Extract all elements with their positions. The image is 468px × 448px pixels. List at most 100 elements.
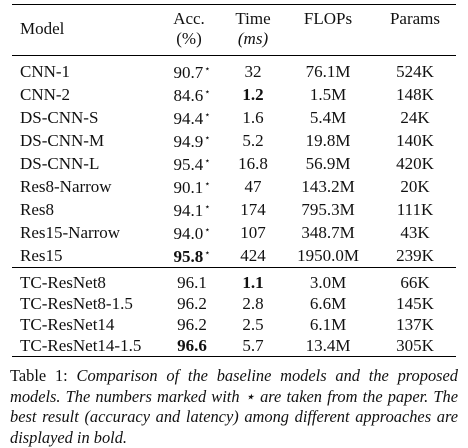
paper-source-star-icon: ⋆ [204, 64, 211, 75]
time-cell: 107 [224, 221, 282, 244]
proposed-models-group: TC-ResNet8 96.1 1.1 3.0M 66K TC-ResNet8-1.5 96… [12, 268, 456, 357]
time-cell-value: 2.8 [242, 293, 264, 313]
paper-source-star-icon: ⋆ [204, 179, 211, 190]
time-cell-value: 5.7 [242, 335, 264, 355]
flops-cell: 348.7M [282, 221, 374, 244]
model-cell: TC-ResNet8-1.5 [12, 293, 154, 314]
flops-cell-value: 143.2M [301, 176, 355, 196]
model-cell-value: TC-ResNet8 [20, 272, 106, 292]
table-row: TC-ResNet14-1.5 96.6 5.7 13.4M 305K [12, 335, 456, 357]
flops-cell-value: 13.4M [305, 335, 351, 355]
accuracy-cell-value: 84.6 [173, 86, 204, 105]
params-cell: 145K [374, 293, 456, 314]
time-cell: 47 [224, 175, 282, 198]
accuracy-cell-value: 96.6 [177, 335, 207, 355]
accuracy-cell-value: 95.4 [173, 155, 204, 174]
paper-source-star-icon: ⋆ [204, 87, 211, 98]
time-cell-value: 5.2 [242, 130, 264, 150]
accuracy-cell: 95.4⋆ [154, 152, 224, 175]
params-cell-value: 43K [400, 222, 430, 242]
model-cell: CNN-1 [12, 56, 154, 83]
table-row: DS-CNN-L 95.4⋆ 16.8 56.9M 420K [12, 152, 456, 175]
flops-cell: 3.0M [282, 268, 374, 293]
model-cell: TC-ResNet14 [12, 314, 154, 335]
group-separator-rule [12, 267, 456, 268]
time-cell: 5.2 [224, 129, 282, 152]
time-cell-value: 47 [244, 176, 262, 196]
params-cell: 43K [374, 221, 456, 244]
model-cell: TC-ResNet14-1.5 [12, 335, 154, 357]
params-cell-value: 420K [396, 153, 434, 173]
model-cell-value: CNN-1 [20, 61, 71, 81]
accuracy-cell-value: 94.1 [173, 201, 204, 220]
time-cell: 2.5 [224, 314, 282, 335]
flops-cell-value: 1950.0M [297, 245, 359, 265]
accuracy-cell: 84.6⋆ [154, 83, 224, 106]
flops-cell-value: 19.8M [305, 130, 351, 150]
flops-cell: 6.1M [282, 314, 374, 335]
time-cell: 1.2 [224, 83, 282, 106]
accuracy-cell: 96.2 [154, 314, 224, 335]
header-accuracy: Acc. (%) [154, 5, 224, 56]
params-cell: 305K [374, 335, 456, 357]
header-flops: FLOPs [303, 9, 353, 28]
params-cell: 20K [374, 175, 456, 198]
flops-cell: 5.4M [282, 106, 374, 129]
params-cell-value: 148K [396, 84, 434, 104]
table-row: Res15 95.8⋆ 424 1950.0M 239K [12, 244, 456, 268]
flops-cell: 795.3M [282, 198, 374, 221]
flops-cell: 13.4M [282, 335, 374, 357]
header-time-line2: (ms) [237, 29, 269, 48]
model-cell: CNN-2 [12, 83, 154, 106]
params-cell: 148K [374, 83, 456, 106]
header-rule [12, 55, 456, 56]
params-cell-value: 524K [396, 61, 434, 81]
params-cell: 140K [374, 129, 456, 152]
table-row: Res8-Narrow 90.1⋆ 47 143.2M 20K [12, 175, 456, 198]
caption-text: Comparison of the baseline models and th… [10, 366, 458, 447]
model-cell: DS-CNN-L [12, 152, 154, 175]
top-rule [12, 4, 456, 5]
flops-cell: 76.1M [282, 56, 374, 83]
accuracy-cell-value: 94.9 [173, 132, 204, 151]
model-cell: Res8 [12, 198, 154, 221]
accuracy-cell: 90.7⋆ [154, 56, 224, 83]
accuracy-cell: 96.6 [154, 335, 224, 357]
accuracy-cell-value: 90.7 [173, 63, 204, 82]
paper-source-star-icon: ⋆ [204, 248, 211, 259]
params-cell-value: 20K [400, 176, 430, 196]
model-cell-value: TC-ResNet8-1.5 [20, 293, 133, 313]
table-row: Res8 94.1⋆ 174 795.3M 111K [12, 198, 456, 221]
time-cell: 174 [224, 198, 282, 221]
table-row: DS-CNN-S 94.4⋆ 1.6 5.4M 24K [12, 106, 456, 129]
accuracy-cell-value: 96.2 [177, 314, 207, 334]
accuracy-cell-value: 94.4 [173, 109, 204, 128]
model-cell-value: Res8-Narrow [20, 176, 112, 196]
flops-cell-value: 56.9M [305, 153, 351, 173]
paper-source-star-icon: ⋆ [204, 133, 211, 144]
header-time: Time (ms) [224, 5, 282, 56]
flops-cell: 19.8M [282, 129, 374, 152]
results-table-container: Model Acc. (%) Time (ms) FLOPs Params CN… [12, 4, 456, 357]
flops-cell-value: 6.1M [309, 314, 347, 334]
table-row: CNN-1 90.7⋆ 32 76.1M 524K [12, 56, 456, 83]
model-cell: Res15 [12, 244, 154, 268]
accuracy-cell-value: 96.1 [177, 272, 207, 292]
time-cell-value: 1.1 [242, 272, 264, 292]
header-accuracy-line2: (%) [176, 29, 202, 48]
accuracy-cell: 94.1⋆ [154, 198, 224, 221]
time-cell-value: 16.8 [238, 153, 268, 173]
flops-cell: 1950.0M [282, 244, 374, 268]
params-cell: 137K [374, 314, 456, 335]
params-cell: 239K [374, 244, 456, 268]
accuracy-cell: 95.8⋆ [154, 244, 224, 268]
time-cell: 424 [224, 244, 282, 268]
time-cell: 1.1 [224, 268, 282, 293]
time-cell-value: 2.5 [242, 314, 264, 334]
time-cell: 2.8 [224, 293, 282, 314]
params-cell-value: 145K [396, 293, 434, 313]
accuracy-cell: 90.1⋆ [154, 175, 224, 198]
table-header: Model Acc. (%) Time (ms) FLOPs Params [12, 4, 456, 56]
table-row: TC-ResNet8-1.5 96.2 2.8 6.6M 145K [12, 293, 456, 314]
accuracy-cell-value: 96.2 [177, 293, 207, 313]
